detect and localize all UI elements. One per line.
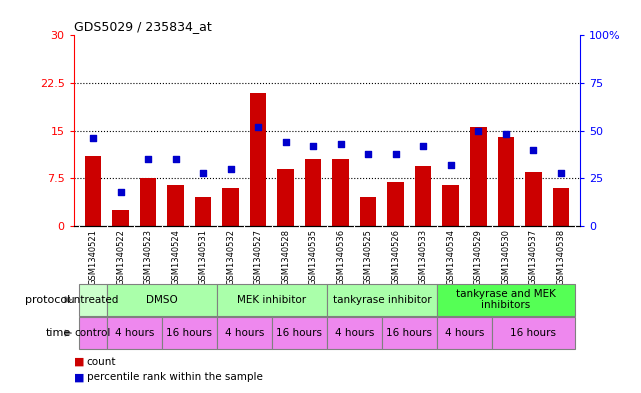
- Text: MEK inhibitor: MEK inhibitor: [237, 295, 306, 305]
- Point: [473, 127, 483, 134]
- Bar: [442, 185, 459, 226]
- Text: untreated: untreated: [67, 295, 119, 305]
- Bar: [162, 317, 217, 349]
- Bar: [327, 317, 382, 349]
- Point: [171, 156, 181, 162]
- Text: 16 hours: 16 hours: [510, 328, 556, 338]
- Text: 4 hours: 4 hours: [335, 328, 374, 338]
- Text: percentile rank within the sample: percentile rank within the sample: [87, 372, 262, 382]
- Point: [88, 135, 98, 141]
- Text: ■: ■: [74, 356, 84, 367]
- Point: [308, 143, 319, 149]
- Text: GSM1340528: GSM1340528: [281, 229, 290, 285]
- Bar: [222, 188, 239, 226]
- Bar: [278, 169, 294, 226]
- Point: [253, 124, 263, 130]
- Text: tankyrase inhibitor: tankyrase inhibitor: [333, 295, 431, 305]
- Point: [556, 169, 566, 176]
- Text: protocol: protocol: [25, 295, 71, 305]
- Point: [445, 162, 456, 168]
- Point: [281, 139, 291, 145]
- Text: count: count: [87, 356, 116, 367]
- Bar: [107, 284, 217, 316]
- Text: GSM1340531: GSM1340531: [199, 229, 208, 285]
- Text: 16 hours: 16 hours: [387, 328, 433, 338]
- Point: [226, 166, 236, 172]
- Bar: [272, 317, 327, 349]
- Point: [528, 147, 538, 153]
- Bar: [525, 172, 542, 226]
- Bar: [437, 317, 492, 349]
- Text: ■: ■: [74, 372, 84, 382]
- Bar: [360, 197, 376, 226]
- Text: 4 hours: 4 hours: [445, 328, 484, 338]
- Text: time: time: [46, 328, 71, 338]
- Point: [363, 151, 373, 157]
- Text: DMSO: DMSO: [146, 295, 178, 305]
- Text: GSM1340526: GSM1340526: [391, 229, 400, 285]
- Text: 4 hours: 4 hours: [224, 328, 264, 338]
- Bar: [553, 188, 569, 226]
- Bar: [107, 317, 162, 349]
- Point: [115, 189, 126, 195]
- Text: GSM1340522: GSM1340522: [116, 229, 125, 285]
- Text: GSM1340521: GSM1340521: [88, 229, 97, 285]
- Point: [198, 169, 208, 176]
- Text: GSM1340535: GSM1340535: [309, 229, 318, 285]
- Bar: [217, 317, 272, 349]
- Text: GSM1340523: GSM1340523: [144, 229, 153, 285]
- Text: tankyrase and MEK
inhibitors: tankyrase and MEK inhibitors: [456, 289, 556, 310]
- Bar: [437, 284, 574, 316]
- Text: GSM1340532: GSM1340532: [226, 229, 235, 285]
- Text: GSM1340538: GSM1340538: [556, 229, 565, 285]
- Bar: [305, 159, 321, 226]
- Bar: [382, 317, 437, 349]
- Text: GSM1340530: GSM1340530: [501, 229, 510, 285]
- Point: [501, 131, 511, 138]
- Bar: [492, 317, 574, 349]
- Bar: [112, 210, 129, 226]
- Point: [390, 151, 401, 157]
- Bar: [85, 156, 101, 226]
- Text: GSM1340524: GSM1340524: [171, 229, 180, 285]
- Text: GSM1340525: GSM1340525: [363, 229, 372, 285]
- Text: 16 hours: 16 hours: [166, 328, 212, 338]
- Text: 16 hours: 16 hours: [276, 328, 322, 338]
- Text: GSM1340529: GSM1340529: [474, 229, 483, 285]
- Bar: [79, 284, 107, 316]
- Point: [143, 156, 153, 162]
- Bar: [79, 317, 107, 349]
- Point: [335, 141, 345, 147]
- Text: 4 hours: 4 hours: [115, 328, 154, 338]
- Bar: [140, 178, 156, 226]
- Text: GSM1340527: GSM1340527: [254, 229, 263, 285]
- Bar: [217, 284, 327, 316]
- Bar: [250, 93, 267, 226]
- Bar: [387, 182, 404, 226]
- Point: [418, 143, 428, 149]
- Text: GDS5029 / 235834_at: GDS5029 / 235834_at: [74, 20, 212, 33]
- Bar: [415, 165, 431, 226]
- Bar: [195, 197, 212, 226]
- Text: GSM1340534: GSM1340534: [446, 229, 455, 285]
- Bar: [327, 284, 437, 316]
- Bar: [497, 137, 514, 226]
- Text: GSM1340537: GSM1340537: [529, 229, 538, 285]
- Bar: [470, 127, 487, 226]
- Bar: [167, 185, 184, 226]
- Text: GSM1340536: GSM1340536: [336, 229, 345, 285]
- Text: GSM1340533: GSM1340533: [419, 229, 428, 285]
- Bar: [333, 159, 349, 226]
- Text: control: control: [75, 328, 111, 338]
